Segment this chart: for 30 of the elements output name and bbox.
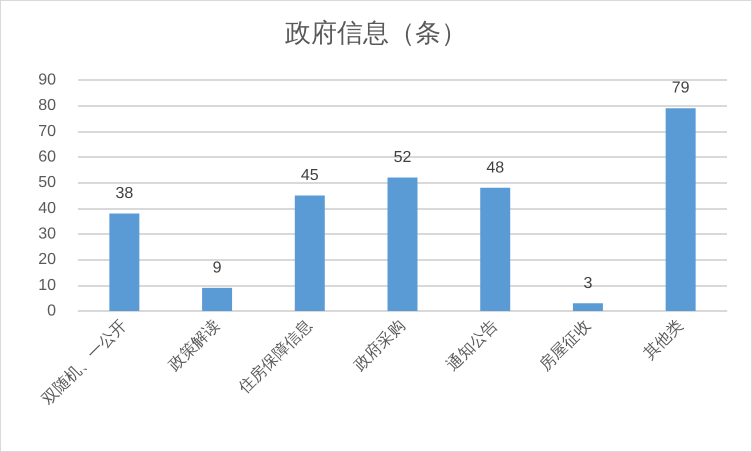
data-label: 9 <box>212 259 222 276</box>
bar <box>388 178 418 311</box>
y-tick-label: 60 <box>38 148 56 166</box>
x-tick-label: 房屋征收 <box>536 316 594 374</box>
bar <box>294 196 325 311</box>
data-label: 79 <box>672 80 690 97</box>
chart-title: 政府信息（条） <box>285 18 467 48</box>
x-tick-label: 政策解读 <box>165 316 224 374</box>
data-label: 3 <box>583 274 592 292</box>
x-tick-label: 住房保障信息 <box>234 316 316 398</box>
y-tick-label: 70 <box>38 122 56 140</box>
bar <box>480 188 510 311</box>
bar <box>572 303 603 311</box>
data-label: 45 <box>300 167 319 184</box>
y-tick-label: 10 <box>38 276 56 294</box>
y-tick-label: 80 <box>38 97 56 114</box>
x-tick-label: 其他类 <box>640 316 687 363</box>
y-tick-label: 90 <box>38 72 56 88</box>
bar <box>202 288 232 311</box>
data-label: 48 <box>486 159 504 176</box>
data-label: 38 <box>115 184 134 202</box>
y-tick-label: 40 <box>38 200 56 217</box>
data-label: 52 <box>394 149 412 166</box>
y-tick-label: 50 <box>38 174 56 192</box>
x-tick-label: 通知公告 <box>443 316 502 374</box>
x-tick-label: 政府采购 <box>350 316 409 374</box>
bar <box>666 108 696 311</box>
bar <box>109 213 140 311</box>
y-tick-label: 30 <box>38 226 56 242</box>
y-tick-label: 20 <box>38 251 56 268</box>
